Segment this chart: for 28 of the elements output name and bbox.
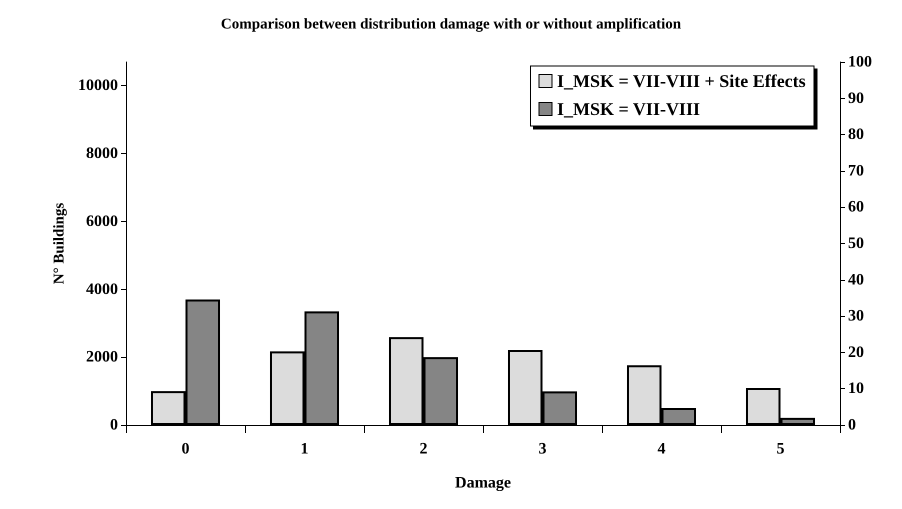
y2-tick-label: 0 — [848, 416, 856, 434]
x-tick-label: 3 — [538, 440, 546, 458]
y2-tick-label: 10 — [848, 380, 864, 398]
y2-tick-label: 100 — [848, 54, 872, 70]
y2-tick-label: 50 — [848, 235, 864, 252]
y2-tick-label: 60 — [848, 198, 864, 216]
y2-tick-label: 80 — [848, 126, 864, 144]
x-tick-label: 2 — [420, 440, 428, 458]
legend-label: I_MSK = VII-VIII — [556, 99, 700, 119]
chart-title: Comparison between distribution damage with or without amplification — [220, 16, 682, 32]
y2-tick-label: 20 — [848, 344, 864, 361]
x-tick-label: 0 — [182, 440, 190, 458]
x-tick-label: 4 — [658, 440, 666, 458]
y2-tick-label: 30 — [848, 308, 864, 325]
y2-tick-label: 40 — [848, 271, 864, 288]
x-axis-title: Damage — [455, 474, 511, 492]
y-tick-label: 0 — [110, 416, 118, 434]
y-tick-label: 8000 — [86, 145, 118, 162]
y-tick-label: 2000 — [86, 348, 118, 366]
legend-label: I_MSK = VII-VIII + Site Effects — [556, 71, 806, 91]
y-tick-label: 4000 — [86, 280, 118, 298]
y-tick-label: 6000 — [86, 212, 118, 230]
y2-tick-label: 70 — [848, 162, 864, 180]
y-tick-label: 10000 — [78, 77, 118, 94]
x-tick-label: 1 — [300, 440, 308, 458]
x-tick-label: 5 — [776, 440, 784, 458]
y2-tick-label: 90 — [848, 90, 864, 107]
y-axis-title: N° Buildings — [52, 202, 68, 284]
